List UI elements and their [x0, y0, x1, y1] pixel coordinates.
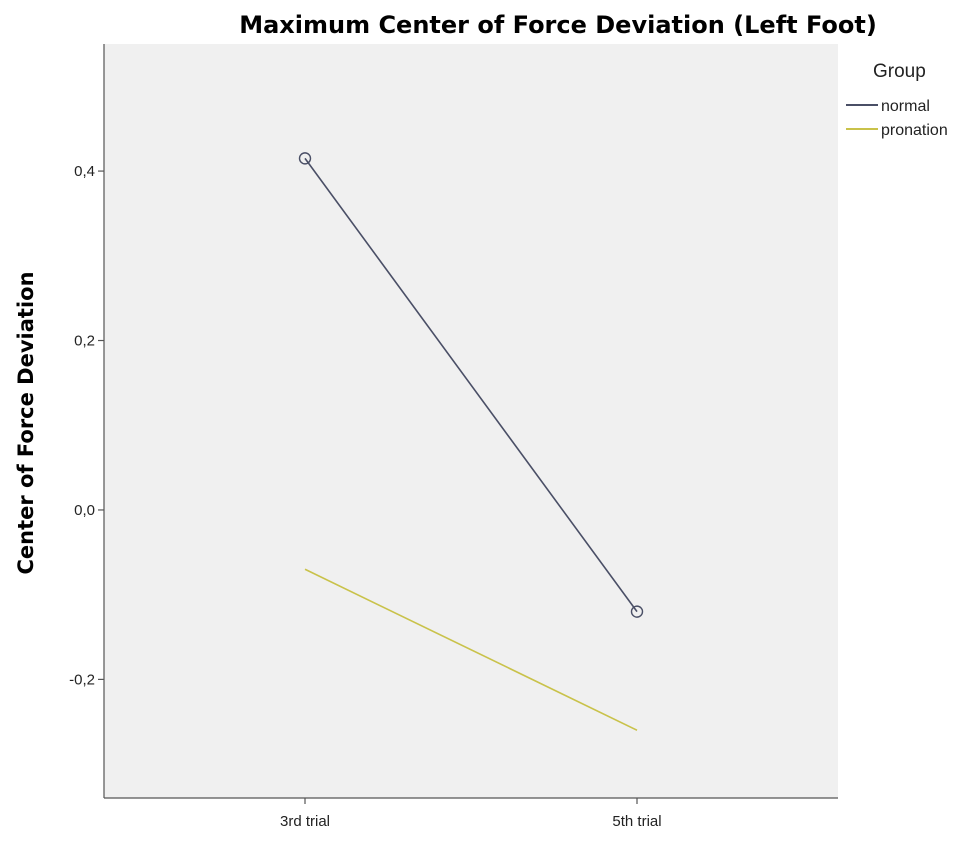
- data-point-normal: [298, 152, 312, 165]
- data-point-normal: [630, 605, 644, 618]
- y-tick-label: 0,2: [74, 333, 95, 350]
- x-tick-label: 5th trial: [612, 813, 661, 830]
- y-axis-label: Center of Force Deviation: [14, 271, 38, 574]
- legend-label-normal: normal: [881, 98, 930, 115]
- legend-label-pronation: pronation: [881, 122, 948, 139]
- legend-title: Group: [873, 61, 926, 82]
- x-tick-label: 3rd trial: [280, 813, 330, 830]
- plot-area: [104, 44, 838, 798]
- series-line-normal: [304, 157, 638, 613]
- legend: Group normal pronation: [846, 61, 948, 139]
- y-tick-label: 0,0: [74, 502, 95, 519]
- y-tick-label: -0,2: [69, 671, 95, 688]
- chart-title: Maximum Center of Force Deviation (Left …: [239, 11, 877, 39]
- series-line-pronation: [304, 568, 638, 731]
- y-tick-label: 0,4: [74, 163, 95, 180]
